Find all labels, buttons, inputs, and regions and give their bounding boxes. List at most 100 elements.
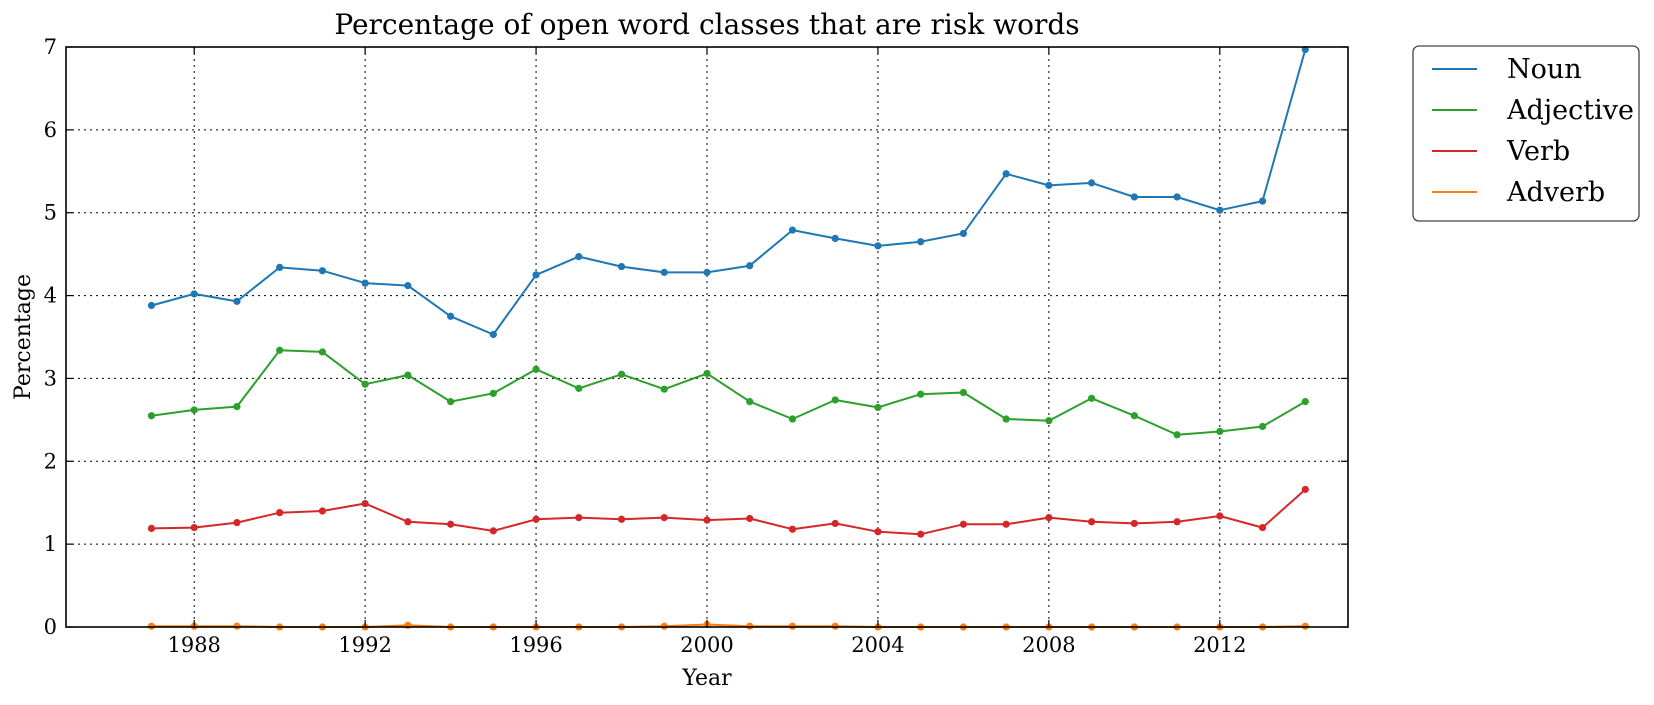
data-point-noun xyxy=(190,290,198,298)
data-point-adverb xyxy=(233,622,241,630)
data-point-adjective xyxy=(447,398,455,406)
data-point-adjective xyxy=(917,390,925,398)
data-point-verb xyxy=(489,527,497,535)
data-point-noun xyxy=(1258,197,1267,205)
data-point-verb xyxy=(575,514,583,522)
data-point-verb xyxy=(1173,518,1181,526)
data-point-verb xyxy=(959,520,968,528)
data-point-verb xyxy=(1258,523,1267,532)
legend-box xyxy=(1412,45,1640,222)
data-point-adjective xyxy=(1130,412,1138,420)
y-tick-label: 2 xyxy=(44,449,57,473)
data-point-adjective xyxy=(404,371,412,379)
data-point-noun xyxy=(917,238,925,246)
data-point-verb xyxy=(831,519,839,528)
data-point-noun xyxy=(959,229,968,238)
x-tick-label: 2008 xyxy=(1022,633,1075,657)
series-verb xyxy=(147,485,1309,538)
data-point-verb xyxy=(746,514,754,523)
data-point-adjective xyxy=(532,365,540,373)
data-point-noun xyxy=(575,253,583,261)
data-point-verb xyxy=(1216,512,1224,520)
series-noun xyxy=(147,45,1309,339)
data-point-verb xyxy=(318,507,326,515)
series-line-adjective xyxy=(151,349,1306,436)
y-tick-label: 5 xyxy=(44,201,57,225)
data-point-noun xyxy=(746,262,754,270)
data-point-verb xyxy=(190,523,198,532)
data-point-adjective xyxy=(575,384,583,392)
data-point-adjective xyxy=(489,389,497,397)
series-adverb xyxy=(147,620,1309,631)
x-axis-tick-labels: 1988 1992 1996 2000 2004 2008 2012 xyxy=(167,633,1246,657)
data-point-adjective xyxy=(959,388,968,397)
legend-label-noun: Noun xyxy=(1507,54,1582,85)
data-point-verb xyxy=(276,509,284,517)
data-point-verb xyxy=(1002,520,1010,528)
data-point-noun xyxy=(361,279,369,287)
legend-label-adjective: Adjective xyxy=(1506,95,1634,126)
data-point-adverb xyxy=(404,621,412,629)
data-point-adjective xyxy=(318,348,326,356)
legend-label-verb: Verb xyxy=(1506,136,1570,167)
y-tick-label: 7 xyxy=(44,35,57,59)
data-point-adjective xyxy=(746,398,754,406)
legend: Noun Adjective Verb Adverb xyxy=(1412,45,1640,222)
data-point-verb xyxy=(147,524,156,533)
data-point-adjective xyxy=(660,385,668,393)
data-point-noun xyxy=(788,226,797,234)
data-point-verb xyxy=(404,518,412,526)
chart-title: Percentage of open word classes that are… xyxy=(334,8,1079,41)
data-point-noun xyxy=(276,263,284,271)
data-point-adjective xyxy=(788,415,797,423)
data-point-adjective xyxy=(874,403,882,412)
data-point-adjective xyxy=(233,403,241,411)
data-point-noun xyxy=(1130,193,1138,201)
data-point-adjective xyxy=(831,396,839,404)
data-point-noun xyxy=(489,330,497,339)
x-axis-label: Year xyxy=(681,666,732,691)
data-point-verb xyxy=(917,530,925,538)
data-point-adverb xyxy=(788,622,797,630)
x-tick-label: 2000 xyxy=(680,633,733,657)
legend-label-adverb: Adverb xyxy=(1506,177,1605,208)
data-point-noun xyxy=(617,262,626,271)
data-point-adverb xyxy=(147,622,156,630)
x-tick-label: 1996 xyxy=(509,633,562,657)
data-point-verb xyxy=(1130,519,1138,528)
data-point-noun xyxy=(1216,206,1224,214)
data-point-adjective xyxy=(1173,431,1181,439)
data-point-adjective xyxy=(1088,394,1096,402)
data-point-verb xyxy=(447,520,455,528)
x-tick-label: 2004 xyxy=(851,633,904,657)
data-point-verb xyxy=(1301,485,1309,494)
data-point-noun xyxy=(318,267,326,275)
data-point-noun xyxy=(404,282,412,290)
data-point-adjective xyxy=(361,380,369,388)
data-point-verb xyxy=(703,516,711,524)
data-point-noun xyxy=(831,234,839,242)
y-tick-label: 0 xyxy=(44,615,57,639)
data-point-verb xyxy=(874,528,882,536)
data-point-adverb xyxy=(831,622,839,630)
data-point-adjective xyxy=(1258,422,1267,431)
x-tick-label: 1992 xyxy=(338,633,391,657)
data-point-noun xyxy=(233,297,241,305)
data-point-adjective xyxy=(147,412,156,420)
data-point-noun xyxy=(147,301,156,310)
data-point-verb xyxy=(660,514,668,522)
data-point-noun xyxy=(1088,179,1096,187)
data-point-verb xyxy=(1088,518,1096,526)
y-tick-label: 6 xyxy=(44,118,57,142)
data-point-noun xyxy=(1173,193,1181,201)
series-line-verb xyxy=(151,488,1306,536)
data-point-verb xyxy=(788,525,797,533)
y-tick-label: 1 xyxy=(44,532,57,556)
data-point-adjective xyxy=(1216,427,1224,436)
grid xyxy=(66,47,1348,627)
data-point-adverb xyxy=(1301,622,1309,630)
axis-ticks xyxy=(66,46,1348,628)
data-point-adjective xyxy=(190,406,198,414)
series-adjective xyxy=(147,346,1309,439)
